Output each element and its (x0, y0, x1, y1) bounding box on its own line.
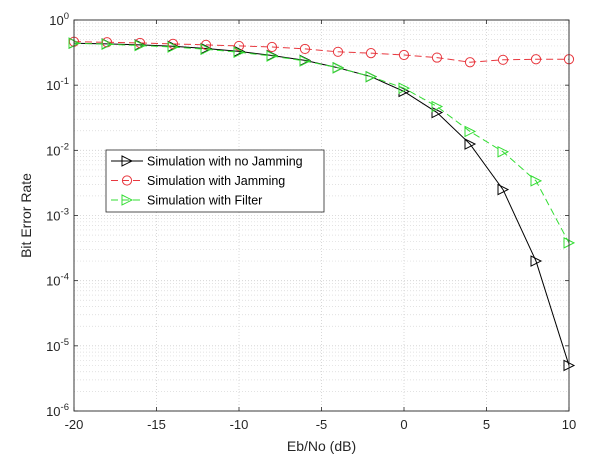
data-point (266, 50, 279, 62)
legend-label: Simulation with Filter (147, 194, 262, 208)
tick-labels: -20 -15 -10 -5 0 5 10 10-6 10-5 10-4 10-3 10-2 10-1 1… (46, 11, 576, 432)
data-point (530, 175, 543, 187)
data-point (233, 46, 246, 59)
legend: Simulation with no Jamming Simulation wit… (105, 149, 325, 213)
y-tick-label: 10-2 (46, 141, 69, 158)
legend-marker-sample (121, 155, 134, 167)
data-point (332, 46, 344, 57)
data-point (431, 100, 444, 113)
data-point (134, 39, 147, 52)
legend-item: Simulation with Jamming (111, 174, 285, 188)
y-axis-title: Bit Error Rate (18, 173, 34, 258)
data-point (398, 82, 411, 94)
data-point (464, 138, 477, 150)
data-point (497, 54, 509, 65)
y-tick-label: 10-5 (46, 337, 69, 354)
y-tick-label: 10-4 (46, 272, 69, 289)
data-point (365, 48, 377, 59)
data-point (530, 255, 543, 267)
legend-marker-sample (121, 175, 133, 186)
x-tick-label: -10 (230, 417, 249, 432)
y-tick-label: 10-3 (46, 207, 69, 224)
series-line (73, 42, 570, 244)
data-point (398, 49, 410, 61)
data-point (299, 55, 312, 67)
data-point (464, 125, 477, 138)
data-point (464, 57, 476, 68)
data-point (497, 145, 510, 158)
legend-box (105, 149, 325, 213)
data-point (530, 54, 542, 65)
x-tick-label: 10 (562, 417, 576, 432)
y-tick-label: 10-1 (46, 76, 69, 93)
y-tick-label: 10-6 (46, 402, 69, 419)
series-line (73, 41, 569, 63)
legend-label: Simulation with Jamming (147, 174, 285, 188)
legend-label: Simulation with no Jamming (147, 155, 303, 169)
data-point (200, 43, 213, 56)
data-point (497, 183, 510, 196)
y-tick-label: 100 (49, 11, 69, 28)
x-tick-label: -5 (316, 417, 328, 432)
data-point (431, 106, 444, 119)
x-tick-label: 0 (400, 417, 407, 432)
x-tick-label: 5 (483, 417, 490, 432)
legend-item: Simulation with no Jamming (111, 155, 303, 169)
data-point (431, 52, 443, 63)
legend-marker-sample (121, 194, 134, 206)
data-point (233, 40, 245, 52)
data-point (266, 41, 278, 53)
axes (73, 19, 570, 412)
x-axis-title: Eb/No (dB) (287, 438, 356, 454)
legend-item: Simulation with Filter (111, 194, 262, 208)
data-point (167, 41, 180, 53)
x-tick-label: -15 (147, 417, 166, 432)
data-point (101, 38, 114, 51)
data-point (299, 43, 311, 55)
series-layer (68, 36, 576, 372)
data-point (365, 70, 378, 83)
x-tick-label: -20 (65, 417, 84, 432)
data-point (332, 61, 345, 74)
